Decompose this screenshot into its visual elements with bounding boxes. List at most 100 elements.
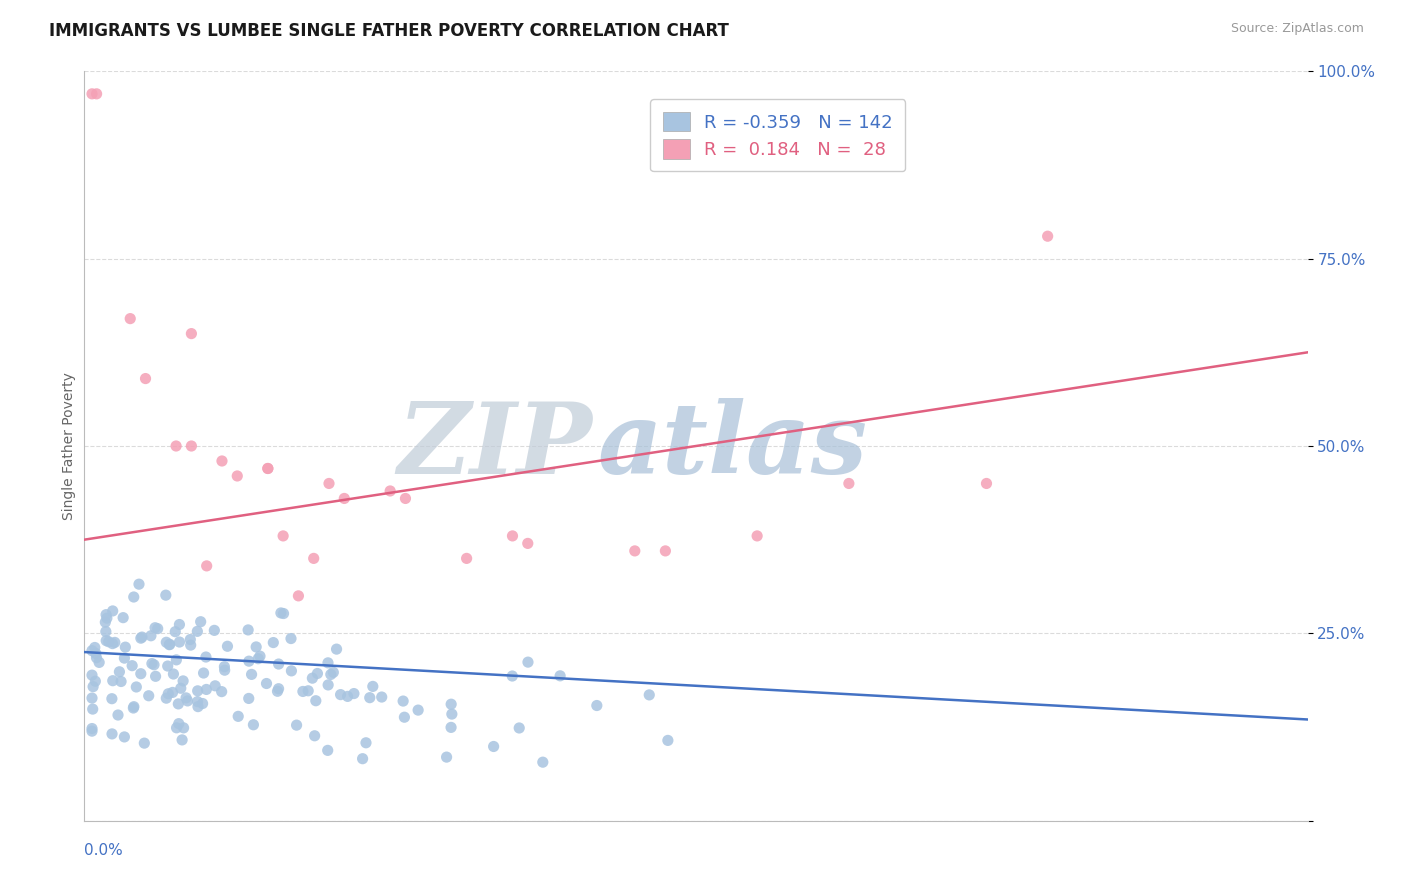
Point bbox=[122, 699, 145, 714]
Point bbox=[440, 697, 463, 711]
Point bbox=[169, 617, 191, 632]
Point bbox=[380, 483, 402, 498]
Point bbox=[170, 681, 193, 696]
Point bbox=[747, 529, 769, 543]
Point bbox=[134, 736, 156, 750]
Point bbox=[94, 624, 117, 639]
Point bbox=[80, 87, 103, 101]
Point bbox=[96, 611, 118, 625]
Point bbox=[256, 676, 278, 690]
Point bbox=[146, 622, 169, 636]
Point bbox=[531, 755, 554, 769]
Point bbox=[217, 640, 239, 654]
Point bbox=[406, 703, 429, 717]
Point bbox=[101, 727, 124, 741]
Point bbox=[436, 750, 458, 764]
Point bbox=[83, 640, 105, 655]
Point bbox=[508, 721, 530, 735]
Point bbox=[125, 680, 148, 694]
Point bbox=[145, 669, 167, 683]
Point bbox=[159, 637, 181, 651]
Point bbox=[129, 631, 152, 645]
Point bbox=[270, 606, 292, 620]
Point bbox=[167, 716, 190, 731]
Point bbox=[638, 688, 661, 702]
Point bbox=[94, 607, 117, 622]
Point bbox=[138, 689, 160, 703]
Point bbox=[94, 615, 117, 630]
Point bbox=[107, 708, 129, 723]
Point bbox=[297, 683, 319, 698]
Point bbox=[329, 688, 352, 702]
Point bbox=[186, 624, 208, 639]
Point bbox=[238, 654, 260, 668]
Point bbox=[101, 637, 124, 651]
Point bbox=[352, 752, 374, 766]
Point bbox=[101, 691, 124, 706]
Point bbox=[82, 680, 104, 694]
Point bbox=[440, 720, 463, 734]
Point bbox=[172, 673, 194, 688]
Point bbox=[180, 638, 202, 652]
Point bbox=[262, 635, 284, 649]
Point bbox=[82, 702, 104, 716]
Point bbox=[187, 699, 209, 714]
Point bbox=[128, 577, 150, 591]
Point bbox=[187, 683, 209, 698]
Point bbox=[165, 653, 187, 667]
Point bbox=[114, 640, 136, 654]
Point bbox=[180, 439, 202, 453]
Point bbox=[194, 650, 217, 665]
Point bbox=[307, 666, 329, 681]
Point bbox=[236, 623, 259, 637]
Point bbox=[657, 733, 679, 747]
Point bbox=[165, 439, 187, 453]
Point bbox=[202, 624, 225, 638]
Point bbox=[354, 736, 377, 750]
Point bbox=[322, 665, 344, 680]
Text: 0.0%: 0.0% bbox=[84, 843, 124, 858]
Point bbox=[162, 667, 184, 681]
Point bbox=[180, 326, 202, 341]
Point bbox=[80, 668, 103, 682]
Point bbox=[176, 694, 198, 708]
Point bbox=[80, 724, 103, 739]
Point bbox=[517, 655, 540, 669]
Point bbox=[155, 691, 177, 706]
Point bbox=[96, 633, 118, 648]
Point bbox=[343, 687, 366, 701]
Point bbox=[242, 718, 264, 732]
Point bbox=[287, 589, 309, 603]
Point bbox=[214, 663, 236, 677]
Point bbox=[143, 657, 166, 672]
Point bbox=[370, 690, 392, 704]
Point bbox=[548, 669, 571, 683]
Point bbox=[108, 665, 131, 679]
Point bbox=[156, 659, 179, 673]
Point bbox=[165, 624, 187, 639]
Point bbox=[172, 732, 194, 747]
Point bbox=[155, 588, 177, 602]
Point bbox=[359, 690, 381, 705]
Point bbox=[80, 722, 103, 736]
Point bbox=[392, 694, 415, 708]
Point bbox=[195, 558, 218, 573]
Point bbox=[80, 691, 103, 706]
Point bbox=[1036, 229, 1059, 244]
Point bbox=[166, 721, 188, 735]
Point bbox=[80, 643, 103, 657]
Point bbox=[361, 680, 384, 694]
Point bbox=[336, 690, 359, 704]
Point bbox=[110, 674, 132, 689]
Text: Source: ZipAtlas.com: Source: ZipAtlas.com bbox=[1230, 22, 1364, 36]
Point bbox=[502, 529, 524, 543]
Point bbox=[304, 729, 326, 743]
Point bbox=[501, 669, 523, 683]
Point bbox=[186, 695, 208, 709]
Point bbox=[191, 697, 214, 711]
Point bbox=[84, 674, 107, 689]
Point bbox=[89, 656, 111, 670]
Point bbox=[273, 607, 295, 621]
Point bbox=[305, 694, 328, 708]
Point bbox=[285, 718, 308, 732]
